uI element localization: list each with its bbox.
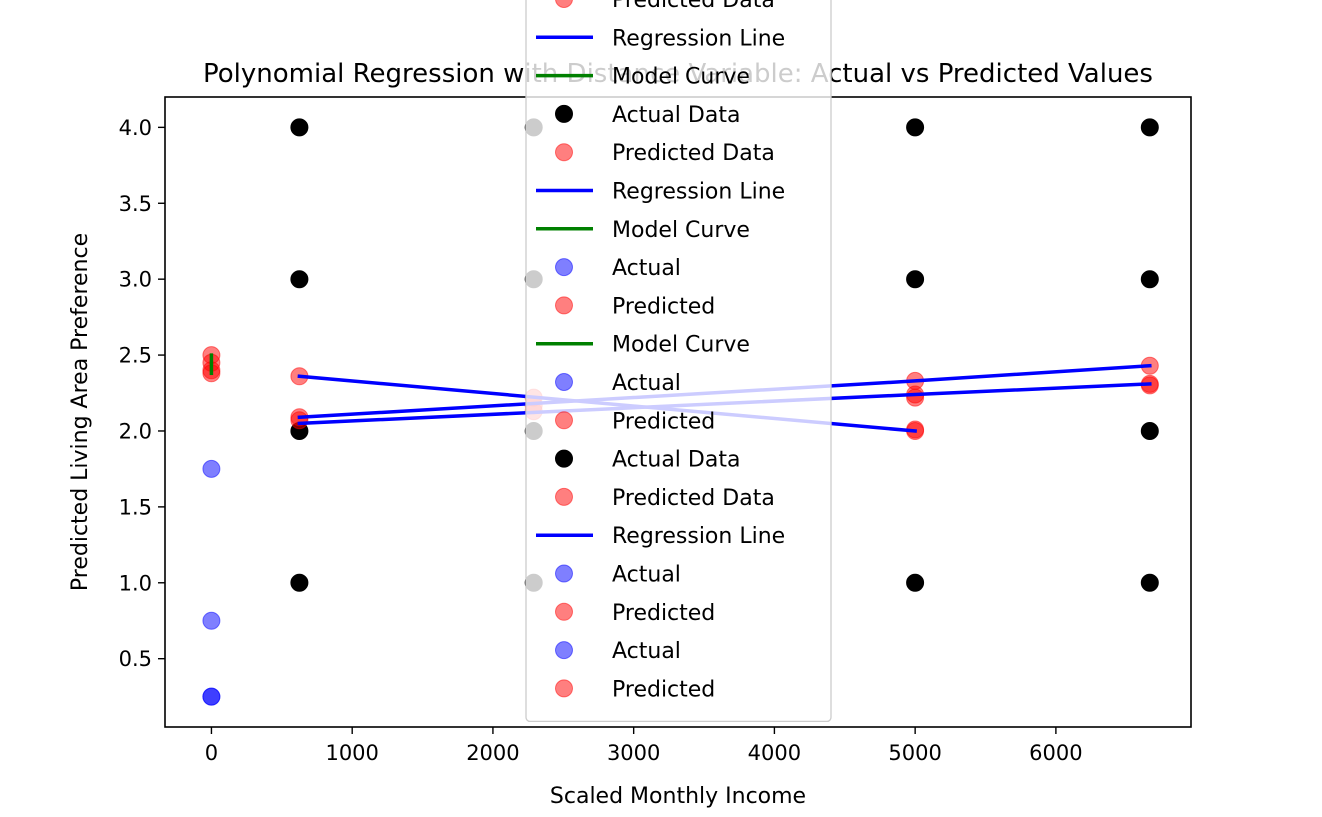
legend-label: Actual [612,256,681,281]
y-tick-label: 0.5 [119,647,152,671]
data-point [1140,573,1159,592]
data-point [202,687,221,706]
plot-area [164,96,1192,728]
data-point [906,573,925,592]
legend-dot-icon [555,679,573,698]
x-tick-label: 6000 [1029,741,1082,765]
legend-dot-icon [555,296,573,315]
y-tick-label: 2.0 [119,419,152,443]
data-point [1140,118,1159,137]
x-tick-label: 0 [205,741,218,765]
x-axis-label: Scaled Monthly Income [550,784,806,809]
legend-item: Actual [555,371,681,396]
legend-dot-icon [555,602,573,621]
legend-dot-icon [555,0,573,8]
legend-label: Predicted Data [612,141,775,166]
y-tick-label: 4.0 [119,116,152,140]
data-point [290,270,309,289]
legend-item: Actual [555,639,681,664]
data-point [1140,422,1159,440]
legend-item: Predicted [555,601,715,626]
legend-label: Model Curve [612,218,750,243]
legend-item: Actual [555,563,681,588]
legend-label: Predicted [612,294,715,319]
x-tick-label: 1000 [325,741,378,765]
x-tick-label: 3000 [607,741,660,765]
y-axis-label: Predicted Living Area Preference [68,233,93,591]
legend-label: Actual [612,639,681,664]
regression-line [297,363,1152,420]
legend-item: Predicted [555,294,715,319]
legend-box [525,0,832,723]
legend-label: Actual Data [612,103,740,128]
legend-label: Predicted Data [612,486,775,511]
legend-item: Model Curve [536,333,750,358]
legend-item: Predicted [555,677,715,702]
x-tick-label: 2000 [466,741,519,765]
legend-dot-icon [555,104,573,123]
legend-label: Regression Line [612,180,785,205]
legend-label: Actual [612,371,681,396]
data-point [906,270,925,289]
data-point [290,118,309,137]
x-tick-label: 5000 [888,741,941,765]
legend-label: Actual [612,563,681,588]
y-tick-label: 3.5 [119,192,152,216]
y-tick-label: 3.0 [119,268,152,292]
legend-label: Predicted Data [612,0,775,13]
legend-dot-icon [555,487,573,506]
legend-label: Model Curve [612,333,750,358]
legend-item: Regression Line [536,26,785,51]
legend-label: Predicted [612,677,715,702]
legend-item: Model Curve [536,218,750,243]
data-point [202,459,221,478]
legend-item: Predicted Data [555,0,775,13]
legend-item: Actual Data [555,448,740,473]
legend-item: Predicted Data [555,486,775,511]
legend-label: Predicted [612,409,715,434]
x-axis: 0 1000 2000 3000 4000 5000 6000 [205,727,1083,765]
legend-item: Model Curve [536,65,750,90]
legend: Predicted Data Regression Line Model Curve… [525,0,832,723]
legend-item: Regression Line [536,524,785,549]
legend-item: Predicted Data [555,141,775,166]
y-tick-label: 1.0 [119,571,152,595]
regression-line [297,382,1152,426]
legend-label: Regression Line [612,26,785,51]
data-point [906,118,925,137]
y-tick-label: 1.5 [119,495,152,519]
y-axis: 0.5 1.0 1.5 2.0 2.5 3.0 3.5 4.0 [119,116,165,671]
legend-dot-icon [555,143,573,162]
y-tick-label: 2.5 [119,344,152,368]
legend-item: Predicted [555,409,715,434]
legend-dot-icon [555,449,573,468]
data-point [1140,270,1159,289]
data-point [202,611,221,630]
legend-label: Predicted [612,601,715,626]
legend-item: Actual [555,256,681,281]
legend-dot-icon [555,564,573,583]
data-point [290,573,309,592]
legend-item: Regression Line [536,180,785,205]
x-tick-label: 4000 [748,741,801,765]
data-point [290,411,309,430]
legend-item: Actual Data [555,103,740,128]
legend-label: Actual Data [612,448,740,473]
legend-label: Regression Line [612,524,785,549]
legend-dot-icon [555,258,573,277]
legend-label: Model Curve [612,65,750,90]
data-point [906,388,925,407]
legend-dot-icon [555,641,573,660]
legend-dot-icon [555,373,573,391]
legend-dot-icon [555,411,573,430]
